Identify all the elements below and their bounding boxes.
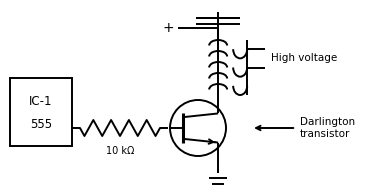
Text: +: + bbox=[162, 21, 174, 35]
FancyBboxPatch shape bbox=[10, 78, 72, 146]
Text: IC-1: IC-1 bbox=[29, 95, 53, 108]
Text: High voltage: High voltage bbox=[271, 53, 337, 63]
Text: 10 kΩ: 10 kΩ bbox=[106, 146, 134, 156]
Text: Darlington
transistor: Darlington transistor bbox=[300, 117, 355, 139]
Text: 555: 555 bbox=[30, 118, 52, 131]
